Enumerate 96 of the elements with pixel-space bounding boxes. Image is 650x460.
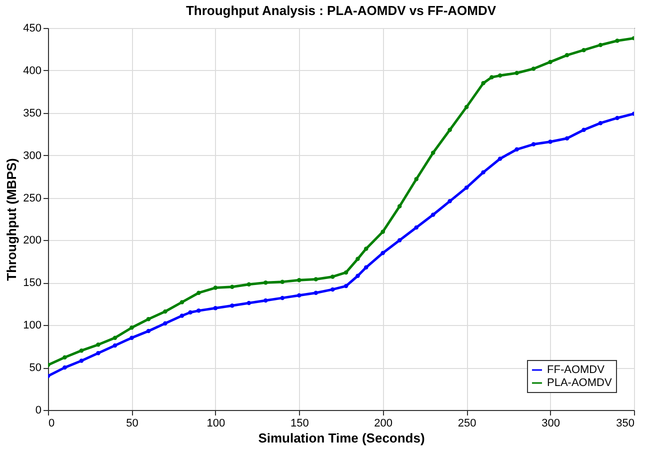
point xyxy=(448,199,452,204)
y-tick-label: 150 xyxy=(23,277,42,290)
y-tick-label: 50 xyxy=(29,362,42,374)
point xyxy=(163,321,168,326)
x-tick-label: 300 xyxy=(542,418,560,430)
y-tick-label: 100 xyxy=(23,320,42,332)
point xyxy=(112,336,118,340)
point xyxy=(112,343,118,348)
y-tick-label: 450 xyxy=(23,22,42,34)
x-tick-label: 50 xyxy=(126,418,138,430)
point xyxy=(448,128,452,132)
point xyxy=(188,310,192,314)
legend-label: FF-AOMDV xyxy=(547,364,606,376)
point xyxy=(464,104,469,110)
point xyxy=(330,287,335,292)
point xyxy=(280,296,285,300)
point xyxy=(380,250,385,256)
point xyxy=(130,336,134,340)
point xyxy=(615,38,620,43)
point xyxy=(196,308,201,313)
y-tick-label: 300 xyxy=(23,150,42,162)
point xyxy=(464,185,469,190)
point xyxy=(330,274,335,279)
point xyxy=(297,293,302,298)
point xyxy=(430,212,436,217)
point xyxy=(531,142,536,146)
point xyxy=(564,136,570,140)
point xyxy=(414,225,418,230)
point xyxy=(490,75,494,80)
y-tick-label: 0 xyxy=(35,404,42,416)
point xyxy=(246,282,252,286)
point xyxy=(481,170,486,174)
chart-title: Throughput Analysis : PLA-AOMDV vs FF-AOMDV xyxy=(186,3,496,18)
point xyxy=(62,355,67,360)
point xyxy=(498,73,502,78)
point xyxy=(582,48,586,52)
point xyxy=(196,290,201,295)
x-tick-label: 100 xyxy=(206,418,226,430)
point xyxy=(344,284,348,288)
y-axis-title: Throughput (MBPS) xyxy=(4,158,20,281)
y-tick-label: 350 xyxy=(23,107,42,120)
point xyxy=(79,358,84,363)
point xyxy=(498,156,502,161)
point xyxy=(146,328,151,334)
point xyxy=(130,326,134,330)
y-tick-label: 250 xyxy=(23,192,42,204)
point xyxy=(314,290,318,295)
point xyxy=(163,309,168,314)
x-tick-label: 250 xyxy=(458,418,476,430)
y-tick-label: 400 xyxy=(23,64,42,77)
point xyxy=(213,286,218,290)
point xyxy=(514,70,519,76)
x-tick-label: 200 xyxy=(374,418,393,430)
point xyxy=(264,298,268,303)
point xyxy=(314,277,318,282)
x-tick-label: 350 xyxy=(616,418,634,430)
point xyxy=(297,278,302,282)
point xyxy=(582,128,586,132)
point xyxy=(598,120,603,126)
x-tick-label: 150 xyxy=(290,418,309,430)
point xyxy=(62,365,67,370)
point xyxy=(397,238,402,242)
point xyxy=(213,306,218,310)
y-tick-label: 200 xyxy=(23,234,42,247)
point xyxy=(514,147,519,152)
point xyxy=(230,303,234,308)
point xyxy=(414,176,418,182)
point xyxy=(230,284,234,290)
point xyxy=(246,300,252,306)
point xyxy=(96,342,100,347)
legend-label: PLA-AOMDV xyxy=(547,377,612,389)
point xyxy=(356,256,360,262)
x-axis-title: Simulation Time (Seconds) xyxy=(258,430,425,446)
point xyxy=(364,265,368,270)
point xyxy=(180,314,184,318)
point xyxy=(397,204,402,208)
point xyxy=(96,351,100,356)
point xyxy=(280,280,285,284)
point xyxy=(264,280,268,285)
point xyxy=(79,348,84,353)
point xyxy=(564,53,570,58)
point xyxy=(344,270,348,275)
point xyxy=(531,66,536,71)
line-series xyxy=(48,112,634,378)
point xyxy=(380,230,385,234)
point xyxy=(598,42,603,48)
x-tick-label: 0 xyxy=(48,418,55,430)
point xyxy=(430,150,436,155)
point xyxy=(146,317,151,322)
point xyxy=(548,140,552,144)
point xyxy=(364,246,368,251)
point xyxy=(180,300,184,304)
point xyxy=(615,116,620,120)
point xyxy=(356,274,360,278)
point xyxy=(548,60,552,64)
point xyxy=(481,81,486,86)
